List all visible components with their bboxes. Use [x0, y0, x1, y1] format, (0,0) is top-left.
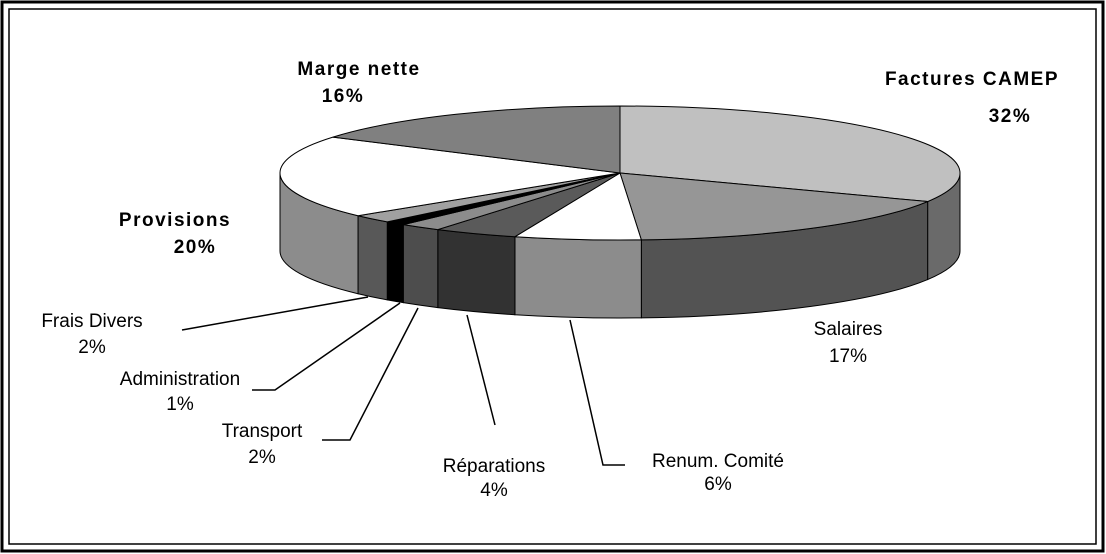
slice-label: Administration	[120, 369, 240, 390]
slice-label: Réparations	[443, 456, 545, 477]
leader-line	[569, 319, 625, 466]
slice-side	[386, 221, 404, 304]
slice	[619, 172, 928, 241]
inner-frame	[8, 8, 1097, 545]
slice-value-label: 2%	[248, 447, 276, 468]
slice	[279, 136, 621, 217]
slice-value-label: 32%	[989, 106, 1032, 127]
slice-value-label: 20%	[174, 237, 217, 258]
slice-value-label: 6%	[704, 474, 732, 495]
slice-label: Factures CAMEP	[885, 69, 1059, 90]
slice-value-label: 4%	[480, 480, 508, 501]
slice-label: Transport	[222, 421, 303, 442]
leader-line	[181, 296, 369, 331]
slice-label: Provisions	[119, 210, 231, 231]
slice-value-label: 1%	[166, 394, 194, 415]
slice-label: Frais Divers	[41, 311, 142, 332]
leader-line	[252, 302, 401, 391]
slice	[619, 105, 961, 203]
slice-value-label: 16%	[322, 86, 365, 107]
slice-value-label: 2%	[78, 337, 106, 358]
slice-label: Marge nette	[297, 59, 420, 80]
slice	[332, 105, 621, 174]
slice-value-label: 17%	[829, 346, 867, 367]
slice-side	[402, 224, 439, 309]
slice-label: Renum. Comité	[652, 451, 784, 472]
slice-side	[357, 215, 388, 301]
slice-side	[514, 236, 642, 319]
slice-label: Salaires	[814, 319, 883, 340]
leader-line	[466, 314, 496, 426]
leader-line	[322, 307, 419, 441]
slice-side	[437, 229, 516, 316]
slice	[513, 172, 643, 241]
